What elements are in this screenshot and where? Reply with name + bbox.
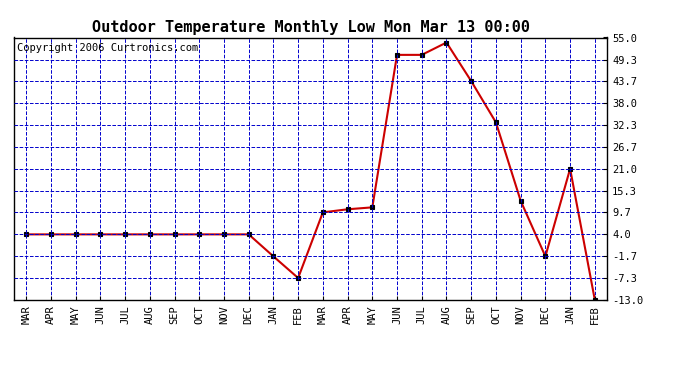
Text: Copyright 2006 Curtronics.com: Copyright 2006 Curtronics.com (17, 43, 198, 53)
Title: Outdoor Temperature Monthly Low Mon Mar 13 00:00: Outdoor Temperature Monthly Low Mon Mar … (92, 20, 529, 35)
